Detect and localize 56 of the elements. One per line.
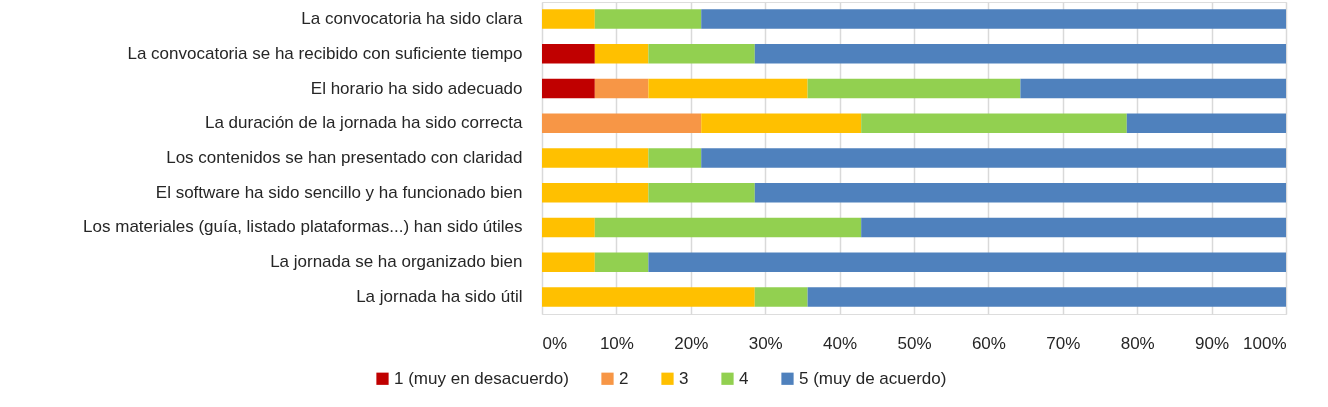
bar [648,183,755,203]
bar [542,113,702,133]
bar [542,217,595,238]
bar [542,9,595,29]
x-tick-label: 20% [674,333,709,353]
y-tick-label: El software ha sido sencillo y ha funcionado bien [155,182,523,202]
x-tick-label: 30% [748,333,783,353]
bar [1020,78,1286,99]
y-tick-label: La duración de la jornada ha sido correcta [204,113,524,133]
bar [648,148,702,168]
x-tick-label: 40% [823,333,858,353]
y-tick-label: La jornada ha sido útil [356,286,523,306]
bar [594,252,649,272]
bar [861,113,1127,133]
bar [701,9,1286,29]
bar [701,113,862,133]
bar [754,287,808,307]
bar [542,44,595,64]
bar [542,287,755,307]
bar [594,78,649,99]
x-tick-label: 100% [1243,333,1287,353]
legend-label: 2 [619,368,629,388]
y-tick-label: Los contenidos se han presentado con claridad [166,148,523,167]
bar [807,78,1021,99]
y-tick-label: Los materiales (guía, listado plataformas...) han sido útiles [83,217,523,237]
bar [701,148,1286,168]
bar [594,9,702,29]
bar [542,78,595,99]
x-tick-label: 60% [971,333,1006,353]
bar [1126,113,1286,133]
bar [542,252,595,272]
legend-label: 4 [739,368,749,388]
bar [594,217,862,238]
bar [648,78,808,99]
y-tick-label: La convocatoria ha sido clara [301,9,524,29]
bar [754,44,1286,64]
x-tick-label: 10% [599,333,634,353]
bar [861,217,1286,238]
y-tick-label: La convocatoria se ha recibido con suficiente tiempo [127,43,523,63]
x-tick-label: 80% [1120,333,1155,353]
bar [594,44,649,64]
bar [648,44,755,64]
x-tick-label: 50% [897,333,932,353]
bar [754,183,1286,203]
x-tick-label: 70% [1046,333,1081,353]
y-tick-label: La jornada se ha organizado bien [270,252,523,272]
y-tick-label: El horario ha sido adecuado [310,78,523,98]
legend-label: 5 (muy de acuerdo) [799,368,947,388]
x-tick-label: 90% [1195,333,1230,353]
x-tick-label: 0% [542,333,568,353]
bar [542,183,649,203]
bar [807,287,1286,307]
legend-label: 3 [679,368,689,388]
bar [648,252,1286,272]
bar [542,148,649,168]
legend-label: 1 (muy en desacuerdo) [394,368,569,388]
